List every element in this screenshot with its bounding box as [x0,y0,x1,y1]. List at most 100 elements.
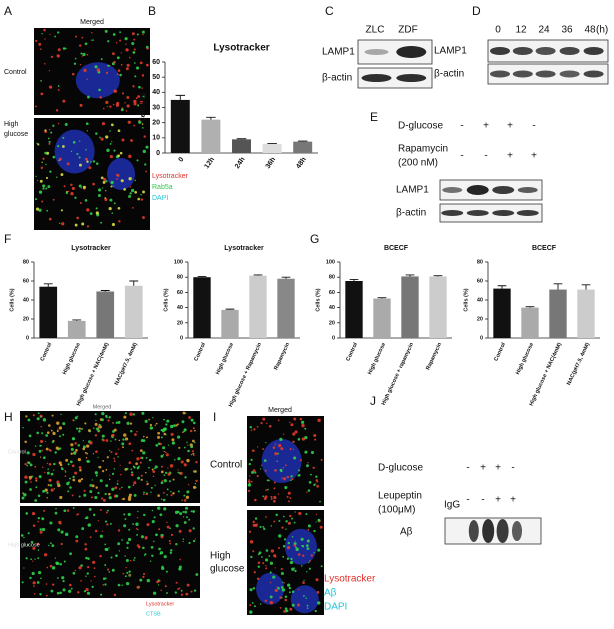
puncta [76,427,79,430]
puncta [33,585,35,587]
puncta [60,467,63,469]
puncta [289,497,292,499]
puncta [37,412,40,415]
puncta [315,475,318,478]
puncta [86,160,89,163]
puncta [306,464,309,468]
puncta [177,458,180,460]
blot [357,67,433,89]
puncta [182,538,185,540]
puncta [97,491,100,495]
x-tick-label: High glucose + NAC(4mM) [76,342,111,407]
puncta [273,499,276,503]
puncta [97,194,101,198]
puncta [24,462,27,466]
puncta [132,207,134,209]
puncta [69,460,73,464]
puncta [90,580,92,582]
y-tick-label: 80 [329,275,335,281]
puncta [44,129,47,132]
puncta [174,458,176,461]
puncta [55,562,59,566]
puncta [174,591,178,594]
puncta [24,475,28,479]
x-tick-label: Control [40,342,54,363]
puncta [128,570,131,573]
puncta [75,448,78,452]
puncta [106,523,109,526]
puncta [40,166,44,170]
puncta [166,525,170,529]
puncta [62,422,66,426]
puncta [104,520,108,523]
label: Control [210,460,242,471]
puncta [120,179,124,183]
label: Merged [93,404,112,410]
puncta [32,581,36,585]
bar [193,277,211,338]
label: E [370,110,378,124]
y-axis-label: Cells (%) [9,288,15,311]
puncta [32,560,34,562]
puncta [58,520,62,525]
y-tick-label: 20 [23,316,29,322]
puncta [179,512,183,516]
band [535,70,556,78]
x-tick-label: Rapamycin [425,341,443,371]
puncta [293,521,296,524]
puncta [112,52,115,56]
puncta [74,196,77,199]
puncta [249,610,253,614]
puncta [45,176,49,179]
puncta [162,454,165,456]
puncta [171,438,175,442]
puncta [178,587,181,590]
puncta [113,149,116,152]
puncta [165,471,168,474]
error-bar [297,140,308,142]
puncta [75,535,79,539]
puncta [117,480,119,482]
puncta [316,485,319,488]
band [364,49,389,55]
puncta [26,464,29,467]
puncta [250,555,253,559]
bar [401,276,419,338]
label: Merged [268,407,292,414]
y-tick-label: 40 [152,89,160,96]
puncta [146,482,149,485]
band [442,187,463,193]
puncta [42,184,46,188]
puncta [268,424,272,428]
puncta [126,467,129,471]
label: I [213,410,216,424]
y-axis-label: Cells (%) [140,93,147,123]
label: Aβ [324,588,337,599]
puncta [38,475,42,479]
puncta [111,212,114,214]
puncta [123,433,127,437]
puncta [305,597,307,599]
label: + [510,495,516,506]
puncta [170,491,172,493]
puncta [63,509,67,513]
puncta [134,433,137,436]
puncta [140,478,143,481]
puncta [277,587,280,590]
puncta [83,489,86,492]
puncta [158,547,161,551]
label: Lysotracker [324,574,376,585]
nucleus [256,572,285,605]
puncta [81,222,85,226]
puncta [279,437,283,441]
puncta [289,607,293,611]
puncta [178,472,181,475]
puncta [83,493,87,497]
y-tick-label: 80 [23,259,29,265]
puncta [125,559,129,563]
bar [67,320,86,338]
puncta [80,477,84,481]
puncta [192,427,195,430]
puncta [193,421,196,425]
puncta [157,435,160,439]
